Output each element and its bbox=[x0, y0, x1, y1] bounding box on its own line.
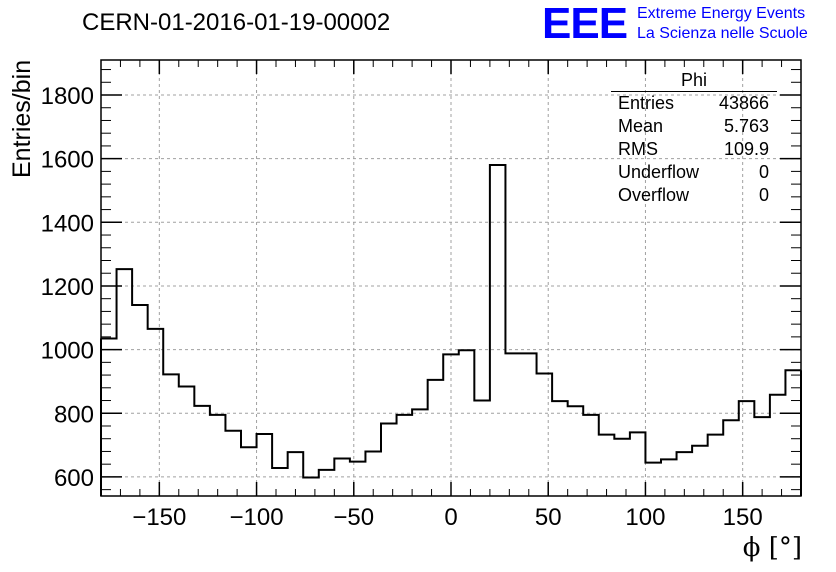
stats-value: 43866 bbox=[718, 93, 769, 113]
stats-box-title: Phi bbox=[611, 70, 777, 92]
chart-title: CERN-01-2016-01-19-00002 bbox=[82, 9, 391, 36]
y-tick-label: 1200 bbox=[41, 274, 94, 301]
stats-box: Phi Entries 43866 Mean 5.763 RMS 109.9 U… bbox=[611, 70, 777, 207]
stats-row-entries: Entries 43866 bbox=[611, 92, 777, 115]
stats-label: Overflow bbox=[618, 185, 690, 205]
y-tick-label: 600 bbox=[54, 465, 94, 492]
eee-logo: EEE bbox=[542, 0, 628, 48]
y-axis-label: Entries/bin bbox=[8, 59, 36, 178]
y-tick-label: 1400 bbox=[41, 210, 94, 237]
x-tick-label: −150 bbox=[132, 504, 186, 531]
stats-row-overflow: Overflow 0 bbox=[611, 184, 777, 207]
stats-label: Mean bbox=[618, 116, 664, 136]
stats-value: 0 bbox=[758, 162, 769, 182]
x-tick-label: 50 bbox=[535, 504, 562, 531]
stats-value: 5.763 bbox=[723, 116, 769, 136]
x-axis-label: ϕ [°] bbox=[742, 533, 802, 563]
stats-label: Entries bbox=[618, 93, 675, 113]
stats-row-mean: Mean 5.763 bbox=[611, 115, 777, 138]
x-tick-label: 0 bbox=[444, 504, 457, 531]
x-tick-label: 100 bbox=[625, 504, 665, 531]
stats-row-underflow: Underflow 0 bbox=[611, 161, 777, 184]
logo-line-2: La Scienza nelle Scuole bbox=[637, 25, 808, 42]
x-tick-label: 150 bbox=[723, 504, 763, 531]
y-tick-label: 1000 bbox=[41, 338, 94, 365]
x-tick-label: −100 bbox=[230, 504, 284, 531]
histogram-outline bbox=[101, 164, 801, 479]
stats-label: Underflow bbox=[618, 162, 700, 182]
stats-value: 109.9 bbox=[723, 139, 769, 159]
x-tick-label: −50 bbox=[333, 504, 374, 531]
y-tick-label: 1600 bbox=[41, 147, 94, 174]
stats-value: 0 bbox=[758, 185, 769, 205]
stats-row-rms: RMS 109.9 bbox=[611, 138, 777, 161]
logo-line-1: Extreme Energy Events bbox=[637, 5, 806, 22]
stats-label: RMS bbox=[618, 139, 658, 159]
y-tick-label: 1800 bbox=[41, 83, 94, 110]
y-tick-label: 800 bbox=[54, 401, 94, 428]
